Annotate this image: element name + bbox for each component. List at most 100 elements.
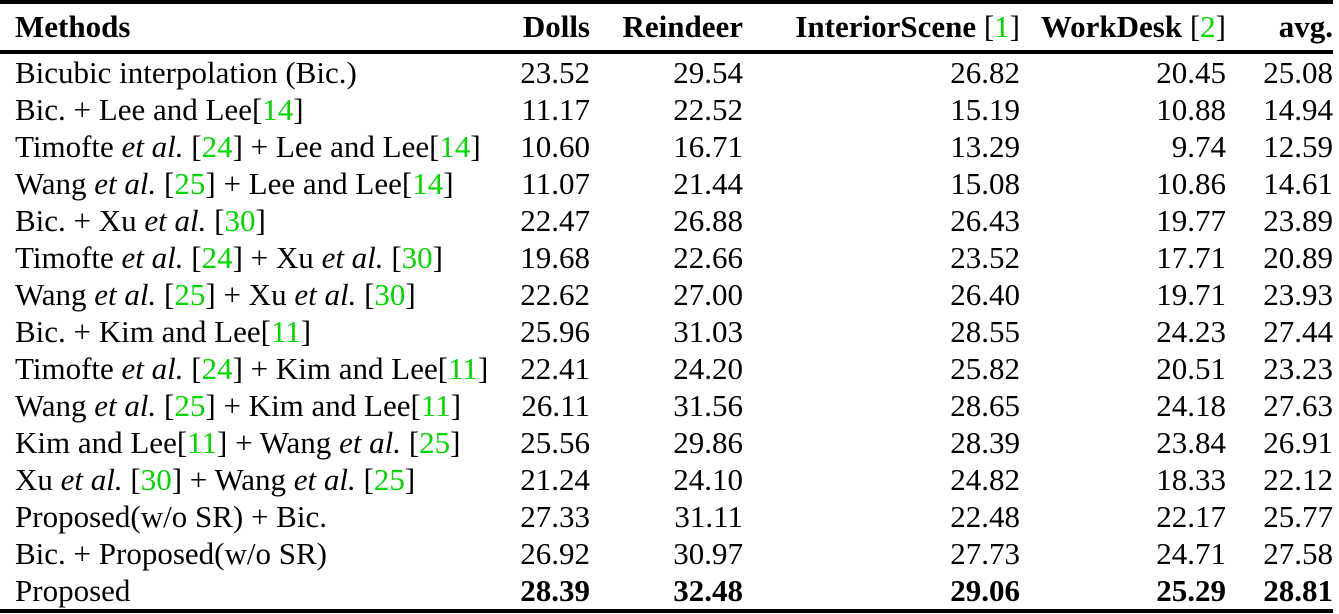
value-cell-reindeer: 31.11 [674,498,743,534]
value-cell-workdesk: 20.45 [1156,54,1226,90]
method-text: ] [450,424,461,460]
method-text: ] [300,313,312,349]
table-row: Proposed 28.39 32.48 29.06 25.29 28.81 [0,572,1333,611]
citation-link[interactable]: 14 [262,91,294,127]
citation-link[interactable]: 24 [201,350,233,386]
method-text: Bic. + Xu [15,202,145,238]
column-header-label: Reindeer [622,9,743,44]
citation-link[interactable]: 30 [374,276,406,312]
table-body: Bicubic interpolation (Bic.) 23.52 29.54 26… [0,52,1333,611]
citation-link[interactable]: 14 [412,165,444,201]
column-header-label: avg. [1278,9,1333,44]
value-cell-interiorscene: 28.55 [950,313,1020,349]
method-text: [ [401,424,420,460]
value-cell-avg: 22.12 [1263,461,1333,497]
value-cell-dolls: 25.56 [520,424,590,460]
value-cell-avg: 27.44 [1263,313,1333,349]
value-cell-dolls: 10.60 [520,128,590,164]
value-cell-interiorscene: 26.43 [950,202,1020,238]
column-header-label: Dolls [522,9,590,44]
method-text: ] + Lee and Lee[ [205,165,413,201]
value-cell-workdesk: 10.88 [1156,91,1226,127]
value-cell-dolls: 26.11 [521,387,590,423]
column-header-methods: Methods [0,2,505,52]
header-citation-bracket: [2] [1182,9,1226,44]
method-text: Timofte [15,239,122,275]
table-row: Kim and Lee[11] + Wang et al. [25] 25.56 2… [0,424,1333,461]
value-cell-avg: 23.93 [1263,276,1333,312]
table-row: Wang et al. [25] + Lee and Lee[14] 11.07 2… [0,165,1333,202]
citation-link[interactable]: 24 [201,239,233,275]
value-cell-avg: 14.61 [1263,165,1333,201]
citation-link[interactable]: 25 [174,387,206,423]
value-cell-dolls: 28.39 [520,572,590,608]
method-text: Kim and Lee[ [15,424,188,460]
column-header-interiorscene: InteriorScene [1] [743,2,1020,52]
method-text: [ [183,128,202,164]
method-text: Wang [15,165,95,201]
citation-link[interactable]: 24 [201,128,233,164]
value-cell-dolls: 19.68 [520,239,590,275]
value-cell-workdesk: 9.74 [1171,128,1226,164]
value-cell-workdesk: 19.71 [1156,276,1226,312]
citation-link[interactable]: 30 [224,202,256,238]
table-row: Timofte et al. [24] + Lee and Lee[14] 10.… [0,128,1333,165]
table-row: Bicubic interpolation (Bic.) 23.52 29.54 26… [0,52,1333,91]
method-text: ] [255,202,266,238]
citation-link[interactable]: 11 [187,424,218,460]
citation-link[interactable]: 25 [419,424,451,460]
table-row: Xu et al. [30] + Wang et al. [25] 21.24 24… [0,461,1333,498]
value-cell-interiorscene: 23.52 [950,239,1020,275]
method-text: [ [383,239,402,275]
value-cell-dolls: 25.96 [520,313,590,349]
citation-link[interactable]: 11 [448,350,478,386]
value-cell-interiorscene: 27.73 [950,535,1020,571]
citation-link[interactable]: 11 [270,313,301,349]
value-cell-reindeer: 21.44 [673,165,743,201]
citation-link[interactable]: 30 [401,239,433,275]
citation-link[interactable]: 25 [373,461,405,497]
table-row: Wang et al. [25] + Xu et al. [30] 22.62 27… [0,276,1333,313]
method-text-italic: et al. [121,239,184,275]
citation-link[interactable]: 25 [174,165,206,201]
value-cell-reindeer: 29.86 [673,424,743,460]
value-cell-dolls: 11.17 [521,91,590,127]
citation-link[interactable]: 1 [994,9,1010,44]
method-text: ] [293,91,304,127]
method-text-italic: et al. [294,276,357,312]
value-cell-reindeer: 22.52 [673,91,743,127]
method-cell: Wang et al. [25] + Xu et al. [30] [0,276,505,313]
table-row: Wang et al. [25] + Kim and Lee[11] 26.11 3… [0,387,1333,424]
method-text: [ [156,165,175,201]
value-cell-workdesk: 24.18 [1156,387,1226,423]
table-row: Proposed(w/o SR) + Bic. 27.33 31.11 22.48 22… [0,498,1333,535]
value-cell-avg: 27.63 [1263,387,1333,423]
value-cell-interiorscene: 28.65 [950,387,1020,423]
method-text: Xu [15,461,61,497]
method-cell: Xu et al. [30] + Wang et al. [25] [0,461,505,498]
citation-link[interactable]: 2 [1200,9,1216,44]
value-cell-reindeer: 22.66 [673,239,743,275]
value-cell-interiorscene: 15.08 [950,165,1020,201]
method-text-italic: et al. [94,276,157,312]
method-text: ] + Xu [232,239,322,275]
method-cell: Bic. + Kim and Lee[11] [0,313,505,350]
value-cell-reindeer: 26.88 [673,202,743,238]
value-cell-reindeer: 30.97 [673,535,743,571]
method-text: ] [477,350,489,386]
value-cell-interiorscene: 25.82 [950,350,1020,386]
method-text: Timofte [15,128,122,164]
method-cell: Wang et al. [25] + Kim and Lee[11] [0,387,505,424]
method-text: ] + Wang [217,424,340,460]
column-header-dolls: Dolls [505,2,590,52]
value-cell-avg: 12.59 [1263,128,1333,164]
citation-link[interactable]: 30 [140,461,172,497]
method-cell: Kim and Lee[11] + Wang et al. [25] [0,424,505,461]
citation-link[interactable]: 14 [439,128,471,164]
citation-link[interactable]: 25 [174,276,206,312]
method-text: Proposed [15,572,131,608]
value-cell-interiorscene: 29.06 [950,572,1020,608]
citation-link[interactable]: 11 [420,387,451,423]
column-header-reindeer: Reindeer [590,2,743,52]
